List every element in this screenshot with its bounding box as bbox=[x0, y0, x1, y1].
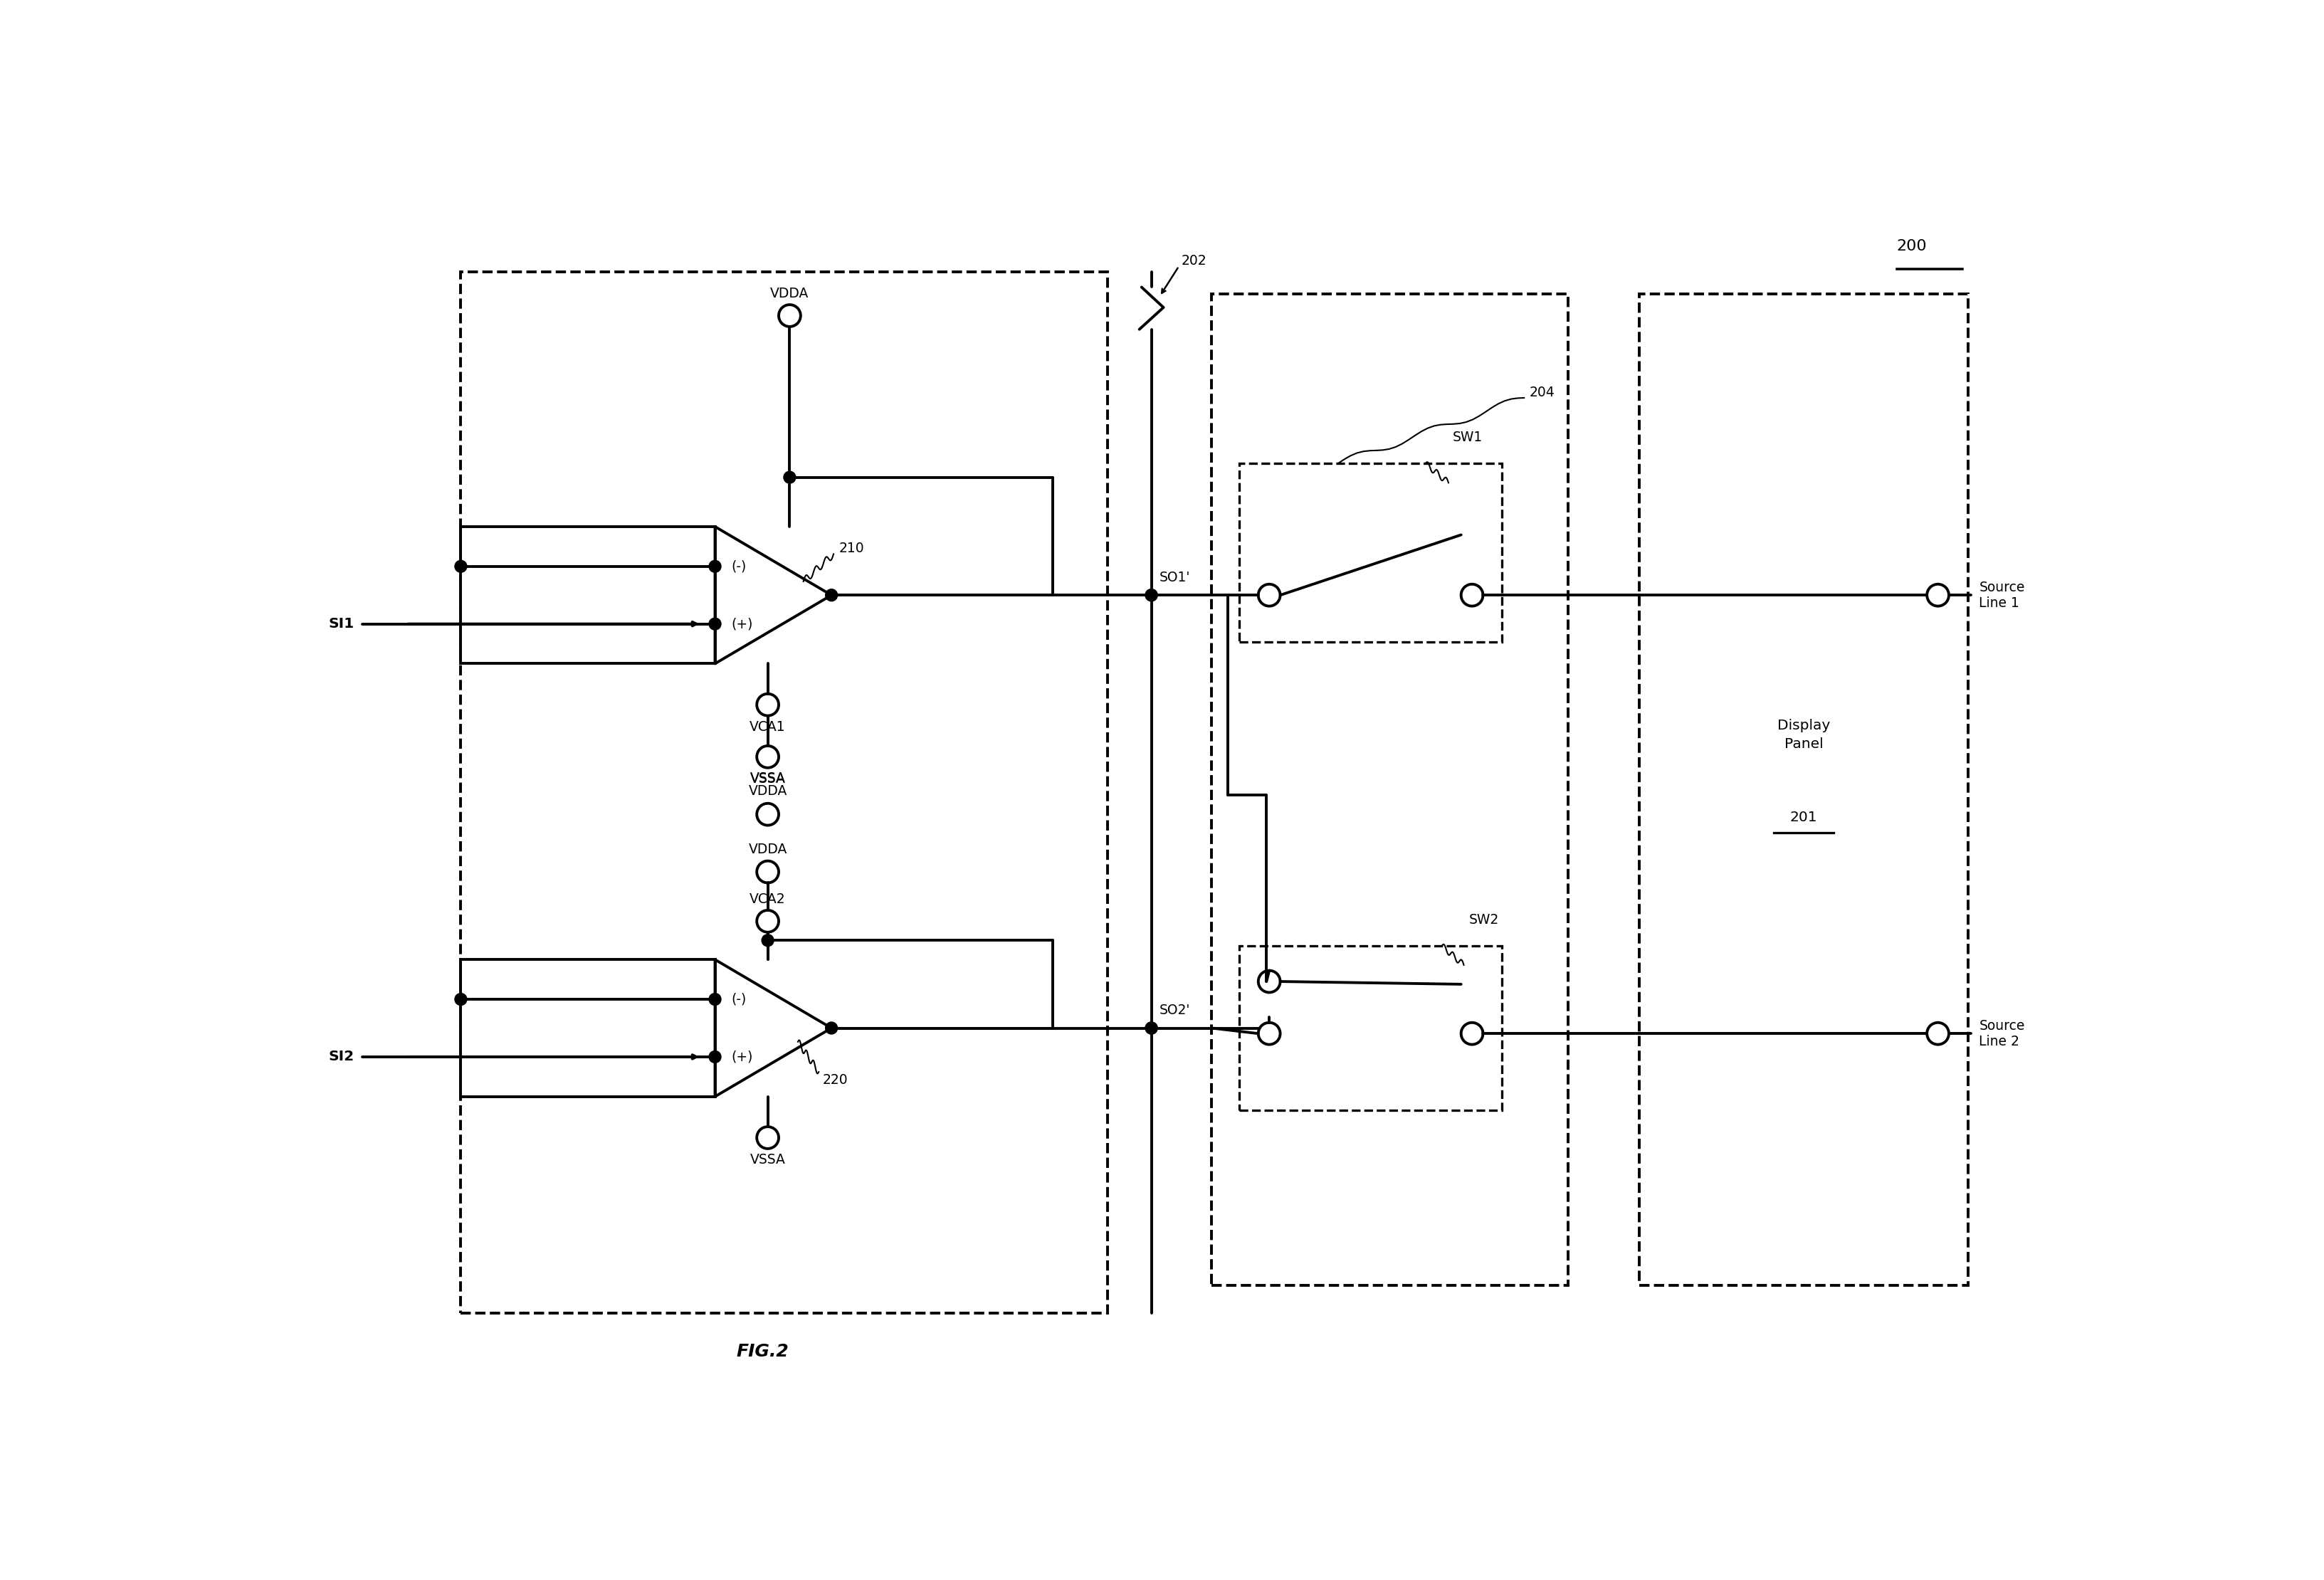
Text: 210: 210 bbox=[839, 542, 865, 555]
Text: VDDA: VDDA bbox=[748, 844, 788, 856]
Text: Display
Panel: Display Panel bbox=[1776, 719, 1829, 750]
Text: (+): (+) bbox=[732, 1051, 753, 1063]
Text: VSSA: VSSA bbox=[751, 773, 786, 785]
Circle shape bbox=[1146, 1022, 1157, 1033]
Text: VDDA: VDDA bbox=[748, 784, 788, 798]
Text: 200: 200 bbox=[1896, 239, 1927, 253]
Text: (+): (+) bbox=[732, 618, 753, 630]
Text: SW2: SW2 bbox=[1469, 913, 1499, 927]
Circle shape bbox=[1146, 589, 1157, 600]
Text: Source
Line 1: Source Line 1 bbox=[1978, 580, 2024, 610]
Text: (-): (-) bbox=[732, 992, 746, 1006]
Circle shape bbox=[709, 994, 720, 1005]
Text: FIG.2: FIG.2 bbox=[737, 1343, 788, 1360]
Circle shape bbox=[825, 1022, 837, 1033]
Text: SO1': SO1' bbox=[1160, 570, 1190, 585]
Text: SI1: SI1 bbox=[328, 618, 353, 630]
Circle shape bbox=[1146, 589, 1157, 600]
Text: 204: 204 bbox=[1529, 386, 1555, 400]
Text: 201: 201 bbox=[1789, 811, 1817, 823]
FancyBboxPatch shape bbox=[460, 959, 716, 1097]
FancyBboxPatch shape bbox=[460, 526, 716, 664]
Text: Source
Line 2: Source Line 2 bbox=[1978, 1019, 2024, 1048]
Text: VSSA: VSSA bbox=[751, 1153, 786, 1166]
Text: SI2: SI2 bbox=[328, 1051, 353, 1063]
Text: 202: 202 bbox=[1181, 254, 1206, 267]
Circle shape bbox=[783, 471, 795, 483]
Text: VDDA: VDDA bbox=[769, 288, 809, 300]
Circle shape bbox=[825, 589, 837, 600]
Text: SW1: SW1 bbox=[1452, 431, 1483, 444]
Text: VSSA: VSSA bbox=[751, 771, 786, 785]
Text: VCA1: VCA1 bbox=[751, 720, 786, 733]
Circle shape bbox=[1146, 1022, 1157, 1033]
Circle shape bbox=[709, 618, 720, 630]
Circle shape bbox=[709, 561, 720, 572]
Circle shape bbox=[762, 934, 774, 946]
Text: (-): (-) bbox=[732, 559, 746, 574]
Circle shape bbox=[456, 994, 467, 1005]
Text: 220: 220 bbox=[823, 1073, 848, 1087]
Circle shape bbox=[709, 1051, 720, 1063]
Text: VCA2: VCA2 bbox=[751, 893, 786, 905]
Text: SO2': SO2' bbox=[1160, 1003, 1190, 1018]
Circle shape bbox=[456, 561, 467, 572]
